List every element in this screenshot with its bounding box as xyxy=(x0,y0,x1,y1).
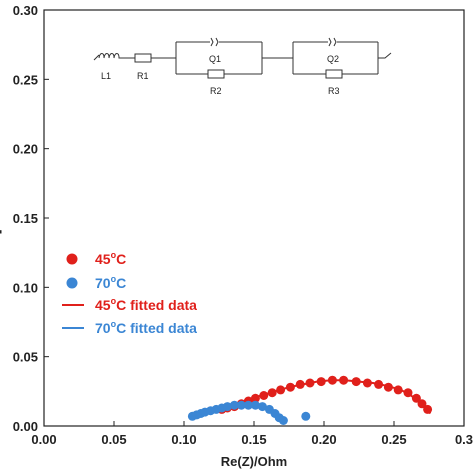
circuit-label-r1: R1 xyxy=(137,71,149,81)
data-point-marker xyxy=(417,399,427,409)
inductor-l1-symbol xyxy=(93,53,135,61)
data-point-marker xyxy=(250,400,260,410)
y-tick-label: 0.15 xyxy=(13,211,38,226)
cpe-q1-symbol xyxy=(210,37,219,47)
circuit-label-r3: R3 xyxy=(328,86,340,96)
y-axis-title-fragment: - xyxy=(0,230,7,234)
legend-marker-icon xyxy=(66,253,78,265)
x-tick-label: 0.00 xyxy=(31,432,56,447)
circuit-label-q2: Q2 xyxy=(327,54,339,64)
data-point-marker xyxy=(250,393,260,403)
x-tick-label: 0.20 xyxy=(311,432,336,447)
data-point-marker xyxy=(259,391,269,400)
data-point-marker xyxy=(243,400,253,410)
x-tick-label: 0.10 xyxy=(171,432,196,447)
resistor-r3-symbol xyxy=(325,69,343,79)
data-point-marker xyxy=(393,385,403,395)
data-point-marker xyxy=(374,379,384,389)
data-point-marker xyxy=(403,388,413,398)
circuit-output-lead xyxy=(378,52,392,59)
legend-item: 70oC fitted data xyxy=(62,319,197,336)
circuit-label-l1: L1 xyxy=(101,71,111,81)
cpe-q2-symbol xyxy=(328,37,337,47)
legend-item: 70oC xyxy=(66,274,126,291)
x-tick-label: 0.25 xyxy=(381,432,406,447)
equivalent-circuit-diagram xyxy=(93,37,392,79)
x-axis-title: Re(Z)/Ohm xyxy=(221,454,287,469)
legend-item: 45oC xyxy=(66,250,126,267)
data-point-marker xyxy=(278,416,288,425)
y-tick-label: 0.00 xyxy=(13,419,38,434)
resistor-r2-symbol xyxy=(207,69,225,79)
data-point-marker xyxy=(362,378,372,388)
data-point-marker xyxy=(276,385,286,395)
data-point-marker xyxy=(285,382,295,392)
data-point-marker xyxy=(327,375,337,385)
x-tick-label: 0.3 xyxy=(455,432,473,447)
data-point-marker xyxy=(423,404,433,414)
circuit-label-q1: Q1 xyxy=(209,54,221,64)
data-point-marker xyxy=(305,378,315,388)
data-point-marker xyxy=(316,377,326,387)
y-axis-ticks: 0.00 0.05 0.10 0.15 0.20 0.25 0.30 xyxy=(13,3,49,434)
y-tick-label: 0.30 xyxy=(13,3,38,18)
legend-label: 45oC xyxy=(95,250,126,267)
data-point-marker xyxy=(339,375,349,385)
circuit-labels: L1 R1 Q1 R2 Q2 R3 xyxy=(101,54,340,96)
data-point-marker xyxy=(229,400,239,410)
data-series-layer xyxy=(187,375,433,425)
data-point-marker xyxy=(236,400,246,410)
chart-legend: 45oC 70oC 45oC fitted data 70oC fitted data xyxy=(62,250,197,336)
data-point-marker xyxy=(257,402,267,412)
legend-label: 70oC fitted data xyxy=(95,319,197,336)
legend-item: 45oC fitted data xyxy=(62,296,197,313)
x-tick-label: 0.05 xyxy=(101,432,126,447)
legend-label: 45oC fitted data xyxy=(95,296,197,313)
y-tick-label: 0.20 xyxy=(13,142,38,157)
x-tick-label: 0.15 xyxy=(241,432,266,447)
circuit-label-r2: R2 xyxy=(210,86,222,96)
y-tick-label: 0.25 xyxy=(13,72,38,87)
data-point-marker xyxy=(301,411,311,421)
data-point-marker xyxy=(295,379,305,389)
data-point-marker xyxy=(222,402,232,412)
x-axis-ticks: 0.00 0.05 0.10 0.15 0.20 0.25 0.3 xyxy=(31,421,473,447)
y-tick-label: 0.05 xyxy=(13,350,38,365)
y-tick-label: 0.10 xyxy=(13,280,38,295)
data-point-marker xyxy=(411,393,421,403)
legend-marker-icon xyxy=(66,277,78,289)
resistor-r1-symbol xyxy=(134,53,152,63)
data-point-marker xyxy=(267,388,277,398)
data-point-marker xyxy=(351,377,361,387)
legend-label: 70oC xyxy=(95,274,126,291)
data-point-marker xyxy=(383,382,393,392)
